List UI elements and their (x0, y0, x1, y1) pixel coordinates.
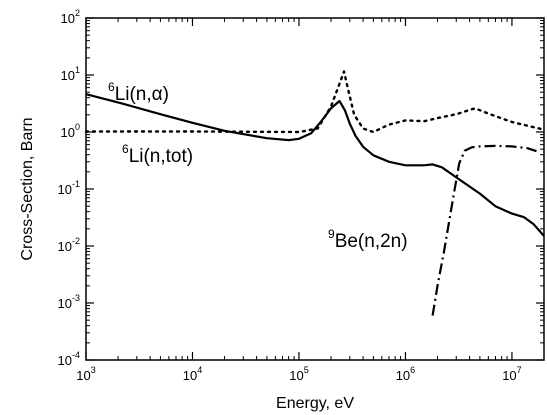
y-tick-base: 10 (58, 239, 72, 254)
y-tick-label: 10-3 (58, 293, 80, 311)
li-n-tot-label-superscript: 6 (122, 142, 129, 156)
y-tick-exponent: -3 (72, 293, 80, 303)
axis-ticks (85, 17, 545, 361)
y-tick-label: 102 (61, 8, 80, 26)
be-n-2n-label: 9Be(n,2n) (328, 227, 408, 252)
x-tick-exponent: 5 (304, 365, 309, 375)
x-tick-exponent: 7 (517, 365, 522, 375)
y-tick-label: 100 (61, 122, 80, 140)
y-tick-label: 10-2 (58, 236, 80, 254)
x-tick-label: 104 (183, 365, 202, 383)
y-tick-base: 10 (58, 353, 72, 368)
y-tick-exponent: 1 (75, 65, 80, 75)
li-n-alpha-label-text: Li(n,α) (115, 84, 169, 105)
x-tick-base: 10 (76, 368, 90, 383)
y-tick-base: 10 (61, 68, 75, 83)
y-tick-label: 10-4 (58, 350, 80, 368)
y-tick-base: 10 (61, 11, 75, 26)
y-tick-base: 10 (61, 125, 75, 140)
y-tick-exponent: -2 (72, 236, 80, 246)
x-tick-base: 10 (183, 368, 197, 383)
li-n-alpha-label: 6Li(n,α) (108, 80, 169, 105)
y-tick-label: 10-1 (58, 179, 80, 197)
be-n-2n-label-superscript: 9 (328, 227, 335, 241)
y-tick-label: 101 (61, 65, 80, 83)
li-n-alpha-curve (85, 93, 545, 237)
li-n-alpha-label-superscript: 6 (108, 80, 115, 94)
x-tick-base: 10 (289, 368, 303, 383)
y-tick-exponent: 2 (75, 8, 80, 18)
y-tick-exponent: -4 (72, 350, 80, 360)
y-tick-base: 10 (58, 296, 72, 311)
li-n-tot-label-text: Li(n,tot) (129, 146, 193, 167)
li-n-tot-curve (84, 70, 546, 134)
be-n-2n-curve (431, 144, 537, 316)
li-n-tot-label: 6Li(n,tot) (122, 142, 193, 167)
x-tick-base: 10 (396, 368, 410, 383)
y-axis-title: Cross-Section, Barn (19, 117, 36, 260)
y-tick-base: 10 (58, 182, 72, 197)
plot-frame (85, 17, 545, 361)
x-tick-exponent: 6 (410, 365, 415, 375)
y-tick-exponent: 0 (75, 122, 80, 132)
x-tick-exponent: 3 (91, 365, 96, 375)
data-series (84, 70, 546, 316)
y-tick-exponent: -1 (72, 179, 80, 189)
x-tick-label: 106 (396, 365, 415, 383)
x-tick-label: 105 (289, 365, 308, 383)
x-tick-label: 103 (76, 365, 95, 383)
x-tick-label: 107 (502, 365, 521, 383)
be-n-2n-label-text: Be(n,2n) (335, 231, 408, 252)
x-axis-title: Energy, eV (276, 395, 354, 412)
x-tick-base: 10 (502, 368, 516, 383)
x-tick-exponent: 4 (197, 365, 202, 375)
